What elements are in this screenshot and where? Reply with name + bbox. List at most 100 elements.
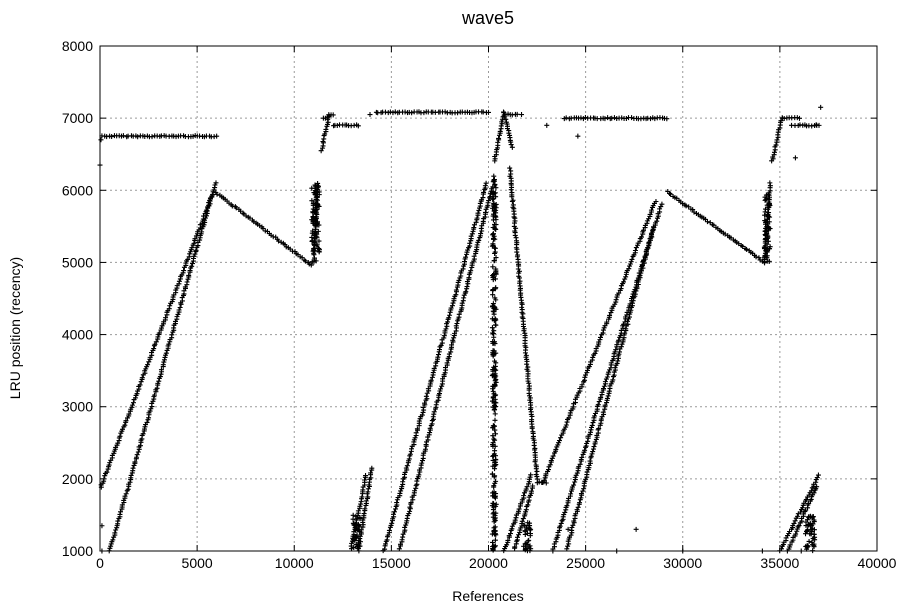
data-point — [456, 277, 462, 283]
data-point — [454, 321, 460, 327]
data-point — [598, 416, 604, 422]
data-point — [565, 526, 571, 532]
data-point — [468, 233, 474, 239]
data-point — [550, 453, 556, 459]
x-tick-label: 25000 — [566, 555, 605, 571]
data-point — [493, 297, 499, 303]
data-point — [134, 454, 140, 460]
data-point — [311, 215, 317, 221]
data-point — [490, 425, 496, 431]
scatter-segment — [540, 199, 659, 486]
data-point — [638, 234, 644, 240]
data-point — [657, 206, 663, 212]
data-point — [491, 484, 497, 490]
data-point — [610, 377, 616, 383]
data-point — [309, 238, 315, 244]
data-point — [353, 525, 359, 531]
data-point — [629, 300, 635, 306]
data-point — [588, 453, 594, 459]
data-point — [363, 498, 369, 504]
data-point — [493, 268, 499, 274]
scatter-cluster — [350, 512, 363, 552]
data-point — [412, 435, 418, 441]
data-point — [806, 538, 812, 544]
data-point — [589, 422, 595, 428]
data-point — [521, 493, 527, 499]
scatter-segment — [396, 184, 496, 552]
data-point — [587, 432, 593, 438]
data-point — [97, 162, 103, 168]
data-point — [383, 541, 389, 547]
data-point — [520, 323, 526, 329]
data-point — [611, 115, 617, 121]
data-point — [508, 142, 514, 148]
data-point — [686, 204, 692, 210]
data-point — [637, 272, 643, 278]
data-point — [602, 402, 608, 408]
data-point — [763, 231, 769, 237]
data-point — [587, 458, 593, 464]
chart-title: wave5 — [461, 8, 514, 28]
data-point — [564, 546, 570, 552]
data-point — [646, 240, 652, 246]
data-point — [572, 479, 578, 485]
data-point — [189, 261, 195, 267]
data-point — [590, 354, 596, 360]
data-point — [575, 133, 581, 139]
data-point — [310, 210, 316, 216]
data-point — [138, 379, 144, 385]
data-point — [804, 528, 810, 534]
data-point — [516, 532, 522, 538]
data-point — [492, 528, 498, 534]
data-point — [595, 402, 601, 408]
data-point — [797, 509, 803, 515]
data-point — [166, 341, 172, 347]
data-point — [493, 226, 499, 232]
data-point — [478, 231, 484, 237]
data-point — [470, 228, 476, 234]
data-point — [490, 547, 496, 553]
data-point — [320, 139, 326, 145]
data-point — [582, 374, 588, 380]
data-point — [491, 504, 497, 510]
data-point — [447, 309, 453, 315]
data-point — [413, 430, 419, 436]
data-point — [501, 109, 507, 115]
data-point — [389, 520, 395, 526]
data-point — [99, 548, 105, 554]
scatter-cluster — [803, 513, 818, 554]
data-point — [430, 370, 436, 376]
data-point — [523, 540, 529, 546]
data-point — [590, 420, 596, 426]
data-point — [528, 488, 534, 494]
data-point — [492, 322, 498, 328]
data-point — [508, 187, 514, 193]
data-point — [453, 287, 459, 293]
data-point — [582, 447, 588, 453]
data-point — [476, 207, 482, 213]
data-point — [400, 479, 406, 485]
data-point — [369, 465, 375, 471]
data-point — [789, 122, 795, 128]
data-point — [814, 475, 820, 481]
data-point — [438, 386, 444, 392]
data-point — [581, 486, 587, 492]
data-point — [431, 365, 437, 371]
data-point — [527, 474, 533, 480]
data-point — [363, 473, 369, 479]
data-point — [627, 261, 633, 267]
data-point — [147, 408, 153, 414]
data-point — [490, 463, 496, 469]
data-point — [528, 546, 534, 552]
data-point — [491, 400, 497, 406]
data-point — [134, 391, 140, 397]
scatter-segment — [106, 180, 219, 554]
data-point — [419, 412, 425, 418]
data-point — [613, 347, 619, 353]
data-point — [578, 495, 584, 501]
data-point — [513, 225, 519, 231]
data-point — [811, 490, 817, 496]
data-point — [490, 514, 496, 520]
data-point — [312, 231, 318, 237]
data-point — [503, 116, 509, 122]
